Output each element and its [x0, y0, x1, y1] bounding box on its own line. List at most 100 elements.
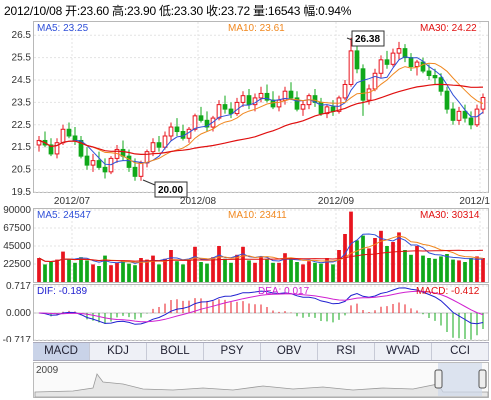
volume-bar[interactable] — [97, 266, 101, 282]
volume-bar[interactable] — [55, 259, 59, 282]
candle-body[interactable] — [102, 166, 108, 173]
volume-bar[interactable] — [373, 238, 377, 282]
candle-body[interactable] — [348, 50, 354, 85]
volume-bar[interactable] — [85, 260, 89, 282]
tab-psy[interactable]: PSY — [204, 343, 261, 360]
volume-bar[interactable] — [241, 246, 245, 282]
volume-bar[interactable] — [313, 262, 317, 282]
volume-bar[interactable] — [49, 262, 53, 282]
volume-bar[interactable] — [481, 258, 485, 282]
volume-bar[interactable] — [367, 248, 371, 282]
candle-body[interactable] — [222, 104, 228, 110]
volume-bar[interactable] — [181, 264, 185, 282]
candle-body[interactable] — [168, 126, 174, 137]
candle-body[interactable] — [48, 144, 54, 155]
volume-bar[interactable] — [301, 264, 305, 282]
candle-body[interactable] — [354, 50, 360, 70]
volume-bar[interactable] — [229, 262, 233, 282]
volume-bar[interactable] — [289, 258, 293, 282]
volume-bar[interactable] — [151, 255, 155, 282]
range-navigator[interactable]: 2009 — [33, 362, 489, 398]
volume-bar[interactable] — [475, 256, 479, 282]
candle-body[interactable] — [126, 155, 132, 168]
candle-body[interactable] — [84, 155, 90, 166]
volume-bar[interactable] — [451, 259, 455, 282]
candle-body[interactable] — [450, 108, 456, 121]
volume-bar[interactable] — [79, 257, 83, 282]
candle-body[interactable] — [456, 110, 462, 121]
candle-body[interactable] — [390, 52, 396, 65]
volume-bar[interactable] — [415, 246, 419, 282]
candle-body[interactable] — [372, 72, 378, 90]
volume-bar[interactable] — [139, 258, 143, 282]
volume-bar[interactable] — [109, 265, 113, 282]
navigator-selection[interactable] — [438, 363, 482, 396]
volume-bar[interactable] — [157, 264, 161, 282]
candle-body[interactable] — [414, 61, 420, 68]
candle-body[interactable] — [162, 135, 168, 148]
candle-body[interactable] — [396, 48, 402, 54]
volume-bar[interactable] — [265, 259, 269, 282]
candle-body[interactable] — [342, 83, 348, 99]
candle-body[interactable] — [330, 106, 336, 112]
volume-bar[interactable] — [115, 262, 119, 282]
volume-bar[interactable] — [319, 263, 323, 282]
tab-cci[interactable]: CCI — [432, 343, 489, 360]
volume-bar[interactable] — [337, 250, 341, 282]
volume-bar[interactable] — [103, 255, 107, 282]
candle-body[interactable] — [132, 166, 138, 177]
candle-body[interactable] — [36, 139, 42, 146]
stock-chart[interactable]: 26.5 25.5 24.5 23.5 22.5 21.5 20.5 19.5 90000 675… — [0, 0, 491, 342]
volume-bar[interactable] — [457, 260, 461, 282]
volume-bar[interactable] — [469, 258, 473, 282]
volume-bar[interactable] — [283, 253, 287, 282]
volume-bar[interactable] — [355, 240, 359, 282]
volume-bar[interactable] — [121, 260, 125, 282]
volume-bar[interactable] — [409, 254, 413, 282]
candle-body[interactable] — [192, 115, 198, 130]
candle-body[interactable] — [60, 128, 66, 144]
candle-body[interactable] — [288, 90, 294, 99]
candle-body[interactable] — [246, 95, 252, 106]
volume-bar[interactable] — [391, 242, 395, 282]
volume-bar[interactable] — [235, 254, 239, 282]
volume-bar[interactable] — [247, 260, 251, 282]
candle-body[interactable] — [90, 160, 96, 166]
tab-boll[interactable]: BOLL — [147, 343, 204, 360]
volume-bar[interactable] — [193, 246, 197, 282]
candle-body[interactable] — [240, 95, 246, 103]
candle-body[interactable] — [156, 142, 162, 148]
volume-bar[interactable] — [253, 262, 257, 282]
volume-bar[interactable] — [295, 262, 299, 282]
candle-body[interactable] — [174, 126, 180, 133]
volume-bar[interactable] — [349, 211, 353, 282]
candle-body[interactable] — [366, 88, 372, 101]
volume-bar[interactable] — [133, 265, 137, 282]
volume-bar[interactable] — [217, 246, 221, 282]
candle-body[interactable] — [204, 119, 210, 128]
candle-body[interactable] — [66, 128, 72, 137]
volume-bar[interactable] — [187, 260, 191, 282]
volume-bar[interactable] — [145, 259, 149, 282]
navigator-left-handle[interactable] — [434, 369, 443, 389]
candle-body[interactable] — [408, 57, 414, 68]
candle-body[interactable] — [228, 108, 234, 115]
candle-body[interactable] — [324, 106, 330, 115]
volume-bar[interactable] — [271, 262, 275, 282]
volume-bar[interactable] — [175, 261, 179, 282]
volume-bar[interactable] — [433, 258, 437, 282]
candle-body[interactable] — [426, 70, 432, 77]
candle-body[interactable] — [402, 48, 408, 59]
candle-body[interactable] — [378, 59, 384, 74]
volume-bar[interactable] — [223, 258, 227, 282]
candle-body[interactable] — [384, 59, 390, 65]
candle-body[interactable] — [336, 97, 342, 112]
candle-body[interactable] — [144, 151, 150, 164]
volume-bar[interactable] — [73, 262, 77, 282]
candle-body[interactable] — [300, 104, 306, 110]
candle-body[interactable] — [150, 142, 156, 153]
candle-body[interactable] — [138, 162, 144, 177]
volume-bar[interactable] — [385, 246, 389, 282]
volume-bar[interactable] — [421, 255, 425, 282]
candle-body[interactable] — [264, 92, 270, 101]
